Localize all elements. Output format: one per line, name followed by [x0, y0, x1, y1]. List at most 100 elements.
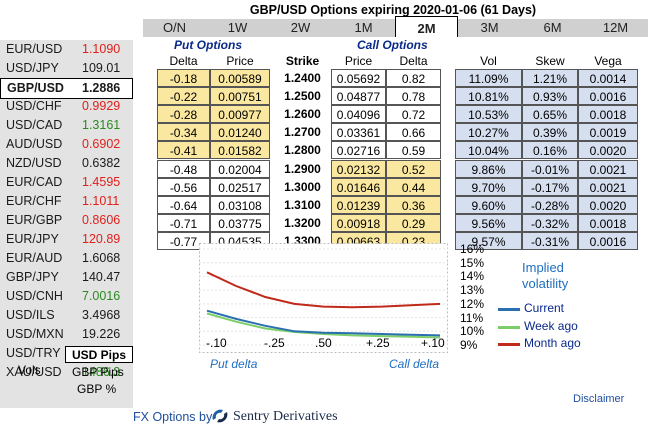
call-delta-cell: 0.78 [386, 87, 441, 106]
currency-pair-usd-mxn[interactable]: USD/MXN 19.226 [0, 325, 133, 344]
currency-pair-gbp-jpy[interactable]: GBP/JPY 140.47 [0, 268, 133, 287]
mode-gbp-pips-button[interactable]: GBP Pips [72, 365, 124, 379]
strike-cell: 1.3000 [284, 179, 321, 194]
skew-cell: 0.65% [522, 105, 578, 124]
sentry-logo-icon [212, 409, 228, 423]
skew-cell: 0.93% [522, 87, 578, 106]
currency-pair-usd-ils[interactable]: USD/ILS 3.4968 [0, 306, 133, 325]
vol-cell: 10.53% [455, 105, 522, 124]
vega-cell: 0.0016 [578, 87, 638, 106]
tab-3m[interactable]: 3M [480, 20, 499, 35]
vol-cell: 10.04% [455, 141, 522, 160]
tab-2m[interactable]: 2M [395, 16, 458, 37]
call-price-cell: 0.01239 [331, 195, 386, 214]
footer-prefix: FX Options by [133, 410, 213, 424]
mode-vols-button[interactable]: Vols [18, 363, 41, 377]
skew-cell: -0.32% [522, 213, 578, 232]
put-price-cell: 0.01240 [210, 123, 270, 142]
tab-on[interactable]: O/N [162, 20, 187, 35]
strike-cell: 1.2900 [284, 161, 321, 176]
mode-gbp-pct-button[interactable]: GBP % [77, 382, 117, 396]
put-delta-cell: -0.64 [157, 195, 210, 214]
currency-pair-gbp-usd[interactable]: GBP/USD 1.2886 [0, 78, 133, 99]
vol-cell: 10.27% [455, 123, 522, 142]
pair-price: 0.6902 [82, 137, 121, 151]
legend-label: Current [524, 301, 565, 315]
pair-price: 1.1090 [82, 42, 121, 56]
tab-12m[interactable]: 12M [602, 20, 629, 35]
call-delta-cell: 0.82 [386, 69, 441, 87]
put-delta-cell: -0.28 [157, 105, 210, 124]
table-row: -0.18 0.00589 1.2400 0.05692 0.82 11.09% 1.21%… [0, 69, 653, 88]
pair-name: USD/CHF [6, 99, 62, 113]
put-price-cell: 0.02004 [210, 159, 270, 178]
currency-pair-eur-chf[interactable]: EUR/CHF 1.1011 [0, 192, 133, 211]
column-header-skew: Skew [535, 54, 565, 68]
currency-pair-usd-cnh[interactable]: USD/CNH 7.0016 [0, 287, 133, 306]
put-delta-cell: -0.34 [157, 123, 210, 142]
strike-cell: 1.2700 [284, 125, 321, 140]
currency-pair-eur-jpy[interactable]: EUR/JPY 120.89 [0, 230, 133, 249]
pair-price: 140.47 [82, 270, 121, 284]
volatility-chart [199, 243, 448, 353]
call-price-cell: 0.03361 [331, 123, 386, 142]
page-title: GBP/USD Options expiring 2020-01-06 (61 … [249, 3, 537, 17]
currency-pair-eur-gbp[interactable]: EUR/GBP 0.8606 [0, 211, 133, 230]
x-tick-label: .50 [315, 336, 332, 350]
vol-cell: 11.09% [455, 69, 522, 87]
table-row: -0.41 0.01582 1.2800 0.02716 0.59 10.04% 0.16%… [0, 141, 653, 160]
strike-cell: 1.3200 [284, 215, 321, 230]
pair-name: EUR/JPY [6, 232, 59, 246]
tab-2w[interactable]: 2W [290, 20, 311, 35]
pair-name: AUD/USD [6, 137, 63, 151]
currency-pair-usd-cad[interactable]: USD/CAD 1.3161 [0, 116, 133, 135]
skew-cell: -0.28% [522, 195, 578, 214]
currency-pair-usd-jpy[interactable]: USD/JPY 109.01 [0, 59, 133, 78]
currency-pair-eur-cad[interactable]: EUR/CAD 1.4595 [0, 173, 133, 192]
skew-cell: 0.16% [522, 141, 578, 160]
skew-cell: 0.39% [522, 123, 578, 142]
y-tick-label: 15% [460, 255, 485, 270]
skew-cell: -0.01% [522, 159, 578, 178]
pair-name: EUR/USD [6, 42, 63, 56]
pair-price: 0.9929 [82, 99, 121, 113]
tab-6m[interactable]: 6M [543, 20, 562, 35]
currency-pair-aud-usd[interactable]: AUD/USD 0.6902 [0, 135, 133, 154]
call-delta-cell: 0.29 [386, 213, 441, 232]
pair-price: 1486.3 [82, 365, 121, 379]
pair-name: NZD/USD [6, 156, 62, 170]
pair-name: USD/MXN [6, 327, 64, 341]
sentry-derivatives-brand[interactable]: Sentry Derivatives [233, 409, 338, 424]
x-tick-label: -.10 [206, 336, 227, 350]
tab-1m[interactable]: 1M [354, 20, 373, 35]
table-row: -0.71 0.03775 1.3200 0.00918 0.29 9.56% -0.32%… [0, 213, 653, 233]
pair-price: 1.2886 [82, 81, 121, 95]
put-delta-cell: -0.18 [157, 69, 210, 87]
currency-pair-xau-usd[interactable]: XAU/USD 1486.3 [0, 363, 133, 382]
put-price-cell: 0.00589 [210, 69, 270, 87]
call-price-cell: 0.05692 [331, 69, 386, 87]
put-delta-cell: -0.56 [157, 177, 210, 196]
mode-usd-pips-button[interactable]: USD Pips [65, 346, 133, 363]
skew-cell: -0.17% [522, 177, 578, 196]
pair-name: USD/TRY [6, 346, 61, 360]
call-delta-label: Call delta [389, 357, 440, 371]
series-line-current [206, 309, 441, 337]
currency-pair-eur-aud[interactable]: EUR/AUD 1.6068 [0, 249, 133, 268]
call-delta-cell: 0.59 [386, 141, 441, 160]
currency-pair-usd-chf[interactable]: USD/CHF 0.9929 [0, 97, 133, 116]
x-tick-label: +.10 [421, 336, 445, 350]
currency-pair-nzd-usd[interactable]: NZD/USD 0.6382 [0, 154, 133, 173]
column-header-put-delta: Delta [169, 54, 198, 68]
vol-cell: 9.86% [455, 159, 522, 178]
put-delta-cell: -0.22 [157, 87, 210, 106]
column-header-put-price: Price [226, 54, 254, 68]
tab-1w[interactable]: 1W [227, 20, 248, 35]
vega-cell: 0.0019 [578, 123, 638, 142]
table-row: -0.64 0.03108 1.3100 0.01239 0.36 9.60% -0.28%… [0, 195, 653, 215]
y-tick-label: 13% [460, 283, 485, 298]
put-price-cell: 0.01582 [210, 141, 270, 160]
currency-pair-eur-usd[interactable]: EUR/USD 1.1090 [0, 40, 133, 59]
disclaimer-link[interactable]: Disclaimer [573, 393, 625, 405]
series-line-month-ago [206, 271, 441, 309]
